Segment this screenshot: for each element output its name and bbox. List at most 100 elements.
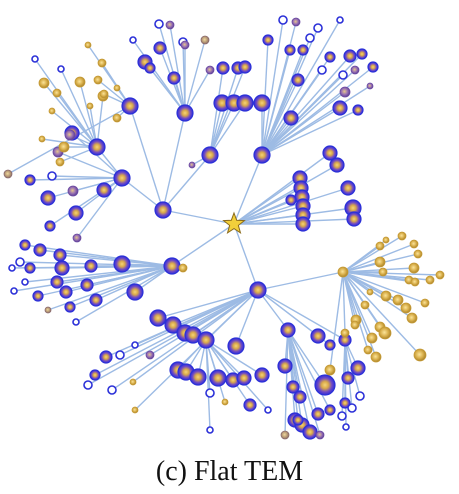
graph-node xyxy=(400,302,412,314)
graph-node xyxy=(343,49,357,63)
graph-node xyxy=(314,374,336,396)
graph-node xyxy=(112,113,122,123)
graph-node xyxy=(249,281,267,299)
graph-node xyxy=(54,260,70,276)
graph-node xyxy=(178,263,188,273)
graph-node xyxy=(253,94,271,112)
graph-node xyxy=(205,65,215,75)
nodes-layer xyxy=(3,15,445,440)
graph-node xyxy=(21,278,29,286)
graph-node xyxy=(53,248,67,262)
graph-node xyxy=(305,33,315,43)
edge xyxy=(76,177,123,239)
graph-node xyxy=(293,390,307,404)
graph-node xyxy=(64,129,76,141)
graph-node xyxy=(283,110,299,126)
edge xyxy=(233,207,354,225)
graph-node xyxy=(129,378,137,386)
graph-node xyxy=(409,239,419,249)
edge xyxy=(162,154,211,211)
graph-node xyxy=(121,97,139,115)
graph-node xyxy=(99,89,109,99)
graph-node xyxy=(392,294,404,306)
graph-node xyxy=(350,360,366,376)
graph-node xyxy=(315,430,325,440)
graph-node xyxy=(52,88,62,98)
graph-node xyxy=(47,171,57,181)
graph-node xyxy=(33,243,47,257)
graph-node xyxy=(180,40,190,50)
edge xyxy=(158,23,186,114)
edge xyxy=(209,102,246,156)
graph-node xyxy=(236,370,252,386)
graph-node xyxy=(406,312,418,324)
edge xyxy=(24,244,173,267)
edge xyxy=(75,265,173,323)
edge xyxy=(121,177,164,211)
edge xyxy=(257,271,344,291)
graph-node xyxy=(88,138,106,156)
graph-node xyxy=(280,430,290,440)
graph-node xyxy=(425,275,435,285)
edge xyxy=(233,164,338,225)
graph-node xyxy=(352,104,364,116)
graph-node xyxy=(216,61,230,75)
edge xyxy=(171,223,235,267)
tree-graph xyxy=(3,15,445,440)
graph-node xyxy=(8,264,16,272)
graph-node xyxy=(337,266,349,278)
graph-node xyxy=(291,17,301,27)
edge xyxy=(261,55,351,156)
graph-node xyxy=(201,146,219,164)
graph-node xyxy=(292,414,304,426)
edge xyxy=(287,329,311,433)
graph-node xyxy=(86,102,94,110)
graph-node xyxy=(291,73,305,87)
figure-caption: (c) Flat TEM xyxy=(155,456,304,487)
graph-node xyxy=(313,23,323,33)
graph-node xyxy=(285,194,297,206)
graph-node xyxy=(40,190,56,206)
graph-node xyxy=(115,350,125,360)
edge xyxy=(287,329,326,386)
edge xyxy=(284,329,289,436)
edge xyxy=(329,271,344,371)
edge xyxy=(342,235,403,273)
graph-node xyxy=(380,290,392,302)
graph-node xyxy=(254,367,270,383)
edge xyxy=(24,265,173,283)
graph-node xyxy=(280,322,296,338)
graph-node xyxy=(57,65,65,73)
graph-node xyxy=(189,368,207,386)
edge xyxy=(342,271,441,276)
graph-node xyxy=(145,350,155,360)
graph-node xyxy=(322,145,338,161)
graph-node xyxy=(324,364,336,376)
graph-node xyxy=(80,278,94,292)
graph-node xyxy=(367,61,379,73)
graph-node xyxy=(188,161,196,169)
graph-node xyxy=(67,185,79,197)
graph-node xyxy=(311,407,325,421)
graph-node xyxy=(24,262,36,274)
graph-node xyxy=(347,403,357,413)
graph-node xyxy=(413,348,427,362)
edge xyxy=(287,329,331,411)
graph-node xyxy=(38,77,50,89)
graph-node xyxy=(89,369,101,381)
edge xyxy=(60,68,98,148)
edge xyxy=(261,27,319,156)
graph-node xyxy=(336,16,344,24)
graph-node xyxy=(165,20,175,30)
edge xyxy=(261,109,359,156)
edge xyxy=(261,107,341,156)
graph-node xyxy=(209,369,227,387)
graph-node xyxy=(74,76,86,88)
edge xyxy=(205,339,251,406)
graph-node xyxy=(277,358,293,374)
graph-node xyxy=(176,104,194,122)
graph-node xyxy=(154,19,164,29)
graph-node xyxy=(227,337,245,355)
graph-node xyxy=(72,233,82,243)
graph-node xyxy=(295,216,311,232)
